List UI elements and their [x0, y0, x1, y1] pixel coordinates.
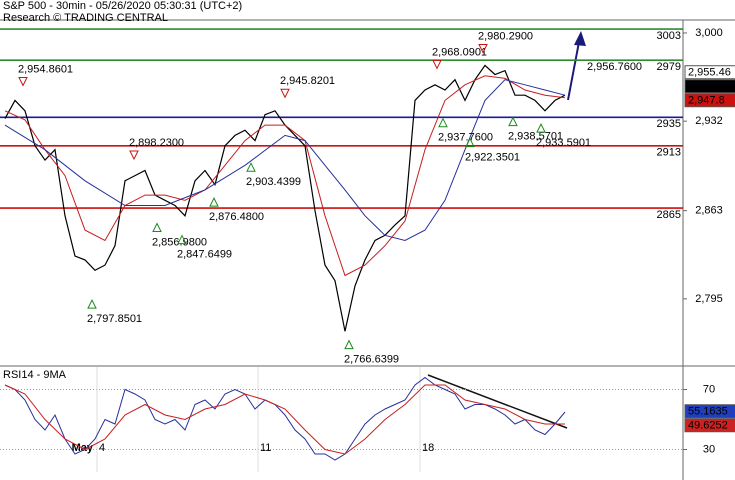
- annotation-label: 2,954.8601: [18, 63, 73, 75]
- high-marker: [280, 88, 290, 99]
- level-label: 2935: [657, 118, 681, 130]
- level-label: 3003: [657, 30, 681, 42]
- annotation-label: 2,876.4800: [209, 211, 264, 223]
- series-line: [4, 384, 565, 455]
- annotation-label: 2,933.5901: [536, 137, 591, 149]
- price-tag-label: 2,955.46: [688, 67, 731, 79]
- low-marker: [177, 234, 187, 245]
- forecast-arrow: [567, 41, 580, 101]
- annotation-label: 2,797.8501: [87, 313, 142, 325]
- series-line: [4, 376, 566, 461]
- y-tick-label: 70: [703, 383, 715, 395]
- y-tick-label: 30: [703, 443, 715, 455]
- level-label: 2913: [657, 147, 681, 159]
- high-marker: [129, 150, 139, 161]
- rsi-title: RSI14 - 9MA: [3, 369, 67, 381]
- price-tag-label: 55.1635: [688, 406, 728, 418]
- annotation-label: 2,945.8201: [280, 75, 335, 87]
- forecast-arrow-head: [574, 31, 586, 46]
- low-marker: [344, 339, 354, 350]
- annotation-label: 2,938.5701: [508, 131, 563, 143]
- x-tick-label: 4: [99, 442, 105, 454]
- annotation-label: 2,898.2300: [129, 137, 184, 149]
- high-marker: [478, 44, 488, 54]
- price-tag: [684, 404, 735, 419]
- low-marker: [438, 117, 448, 128]
- high-marker: [432, 59, 442, 70]
- series-line: [4, 79, 566, 242]
- x-tick-label: 18: [422, 442, 434, 454]
- annotation-label: 2,766.6399: [344, 354, 399, 366]
- price-tag: [684, 418, 735, 433]
- x-tick-label: 11: [260, 442, 271, 454]
- low-marker: [465, 137, 475, 148]
- y-tick-label: 2,795: [695, 293, 723, 305]
- price-tag-label: 49.6252: [688, 420, 728, 432]
- price-tag: [684, 79, 735, 94]
- low-marker: [209, 197, 219, 207]
- price-tag: [684, 65, 735, 80]
- annotation-label: 2,856.9800: [152, 236, 207, 248]
- annotation-label: 2,903.4399: [246, 176, 301, 188]
- level-label: 2979: [657, 61, 681, 73]
- annotation-label: 2,968.0901: [432, 46, 487, 58]
- chart-subtitle: Research © TRADING CENTRAL: [3, 12, 168, 24]
- annotation-label: 2,937.7600: [438, 132, 493, 144]
- low-marker: [536, 122, 546, 133]
- rsi-trend-line: [427, 374, 568, 429]
- low-marker: [87, 299, 97, 309]
- annotation-label: 2,922.3501: [465, 152, 520, 164]
- y-tick-label: 2,863: [695, 205, 723, 217]
- price-tag-label: 2,955.45: [688, 81, 731, 93]
- low-marker: [152, 222, 162, 232]
- y-tick-label: 3,000: [695, 27, 723, 39]
- high-marker: [18, 77, 28, 87]
- low-marker: [246, 162, 256, 172]
- annotation-label: 2,980.2900: [478, 30, 533, 42]
- chart-title: S&P 500 - 30min - 05/26/2020 05:30:31 (U…: [3, 0, 242, 12]
- series-line: [4, 75, 566, 277]
- level-label: 2865: [657, 209, 681, 221]
- y-tick-label: 2,932: [695, 115, 723, 127]
- annotation-label: 2,956.7600: [587, 61, 642, 73]
- price-tag: [684, 93, 735, 108]
- price-tag-label: 2,947.8: [688, 95, 725, 107]
- annotation-label: 2,847.6499: [177, 248, 232, 260]
- low-marker: [508, 116, 518, 127]
